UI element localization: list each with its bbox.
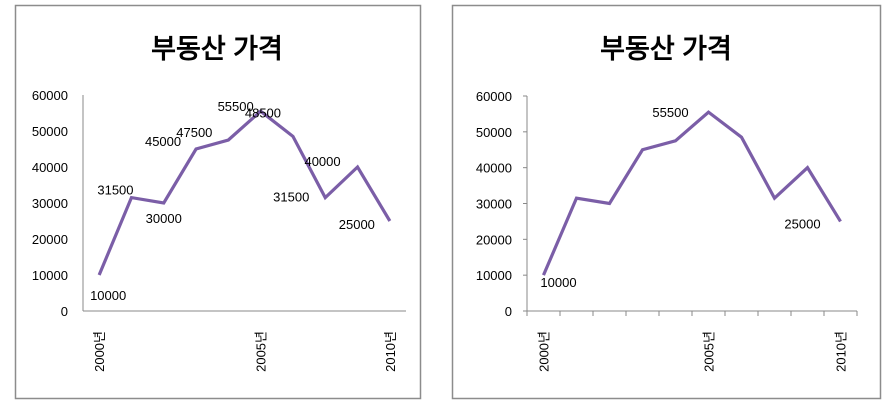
price-line (542, 110, 842, 276)
data-label: 30000 (146, 211, 182, 226)
data-label: 55500 (652, 105, 688, 120)
data-label: 47500 (176, 125, 212, 140)
chart-title: 부동산 가격 (600, 34, 732, 64)
data-label: 55500 (218, 99, 254, 114)
data-label: 10000 (90, 288, 126, 303)
price-line (97, 109, 392, 276)
x-tick-label: 2005년 (702, 331, 717, 372)
chart-border (451, 4, 882, 400)
x-tick-label: 2010년 (383, 331, 398, 372)
x-tick-label: 2000년 (92, 331, 107, 372)
data-label: 31500 (97, 183, 133, 198)
data-label: 25000 (784, 216, 820, 231)
chart-1: 부동산 가격 0 10000 20000 30000 40000 50000 60000 200… (14, 4, 422, 400)
y-tick-label: 30000 (476, 197, 512, 212)
data-label: 45000 (145, 134, 181, 149)
y-tick-label: 60000 (32, 88, 68, 103)
data-label: 48500 (245, 105, 281, 120)
chart-border (14, 4, 422, 400)
y-tick-label: 60000 (476, 89, 512, 104)
y-tick-label: 20000 (32, 232, 68, 247)
x-tick-label: 2005년 (254, 331, 269, 372)
x-tick-label: 2010년 (834, 331, 849, 372)
data-label: 31500 (273, 190, 309, 205)
y-tick-label: 10000 (32, 268, 68, 283)
y-tick-label: 10000 (476, 268, 512, 283)
y-tick-label: 50000 (476, 125, 512, 140)
y-tick-label: 50000 (32, 124, 68, 139)
x-tick-label: 2000년 (537, 331, 552, 372)
data-label: 25000 (339, 217, 375, 232)
chart-title: 부동산 가격 (151, 34, 283, 64)
y-tick-label: 20000 (476, 232, 512, 247)
chart-2: 부동산 가격 0 10000 20000 30000 40000 50000 60000 200… (451, 4, 882, 400)
data-label: 10000 (540, 275, 576, 290)
y-tick-label: 40000 (32, 160, 68, 175)
y-tick-label: 0 (61, 304, 68, 319)
y-tick-label: 0 (505, 304, 512, 319)
y-tick-label: 30000 (32, 196, 68, 211)
data-label: 40000 (304, 154, 340, 169)
y-tick-label: 40000 (476, 161, 512, 176)
